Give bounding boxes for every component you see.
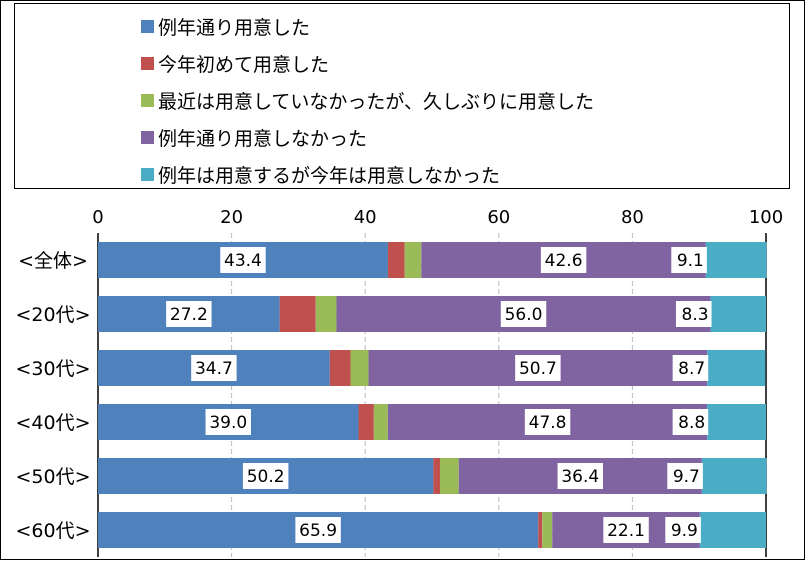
data-label-bg-4-3 <box>557 463 604 489</box>
data-label-bg-5-4 <box>665 517 701 543</box>
data-label-bg-1-4 <box>675 301 712 327</box>
data-label-bg-3-3 <box>524 409 571 435</box>
bar-2-2 <box>350 350 369 386</box>
bar-0-2 <box>404 242 422 278</box>
bar-3-1 <box>358 404 374 440</box>
bar-5-2 <box>542 512 553 548</box>
data-label-2-3: 50.7 <box>519 359 557 379</box>
category-label-1: <20代> <box>15 304 90 326</box>
legend-swatch-3 <box>141 130 154 144</box>
category-label-0: <全体> <box>18 250 88 272</box>
data-label-bg-3-0 <box>205 409 251 435</box>
category-labels: <全体> <20代> <30代> <40代> <50代> <60代> <box>15 250 90 542</box>
x-tick-label-3: 60 <box>487 207 510 228</box>
bar-1-2 <box>315 296 337 332</box>
bar-2-4 <box>707 350 766 386</box>
bars: 43.42.52.542.69.127.25.43.156.08.334.73.… <box>98 242 767 548</box>
bar-0-1 <box>387 242 405 278</box>
data-label-bg-0-4 <box>671 247 707 273</box>
x-tick-labels: 0 20 40 60 80 100 <box>92 207 783 228</box>
data-label-2-0: 34.7 <box>195 359 233 379</box>
legend-label-1: 今年初めて用意した <box>158 53 330 76</box>
data-label-bg-1-0 <box>166 301 212 327</box>
legend-item-3: 例年通り用意しなかった <box>141 122 367 152</box>
category-label-4: <50代> <box>15 466 90 488</box>
data-label-3-4: 8.8 <box>678 413 705 433</box>
data-label-3-3: 47.8 <box>529 413 567 433</box>
bar-4-4 <box>701 458 767 494</box>
data-label-bg-0-3 <box>540 247 587 273</box>
data-label-bg-2-0 <box>191 355 237 381</box>
x-tick-label-1: 20 <box>220 207 243 228</box>
category-label-2: <30代> <box>15 358 90 380</box>
x-tick-label-5: 100 <box>749 207 783 228</box>
legend-label-4: 例年は用意するが今年は用意しなかった <box>158 164 501 187</box>
data-label-4-3: 36.4 <box>561 467 599 487</box>
legend-label-3: 例年通り用意しなかった <box>158 127 368 150</box>
bar-0-4 <box>705 242 767 278</box>
data-label-bg-2-3 <box>515 355 561 381</box>
legend-item-2: 最近は用意していなかったが、久しぶりに用意した <box>141 85 594 115</box>
bar-4-1 <box>433 458 441 494</box>
data-label-5-3: 22.1 <box>607 521 645 541</box>
data-label-5-4: 9.9 <box>671 521 698 541</box>
x-tick-label-2: 40 <box>354 207 377 228</box>
legend-swatch-4 <box>141 167 154 181</box>
grid-layer <box>97 233 767 557</box>
bar-2-1 <box>329 350 351 386</box>
bar-3-4 <box>707 404 766 440</box>
bar-4-2 <box>440 458 459 494</box>
data-label-4-4: 9.7 <box>673 467 700 487</box>
bar-3-2 <box>373 404 388 440</box>
bar-5-4 <box>699 512 766 548</box>
legend-item-1: 今年初めて用意した <box>141 48 329 78</box>
data-label-bg-5-0 <box>295 517 341 543</box>
bar-1-1 <box>279 296 316 332</box>
data-label-2-4: 8.7 <box>678 359 705 379</box>
data-label-3-0: 39.0 <box>209 413 247 433</box>
data-label-bg-5-3 <box>603 517 649 543</box>
data-label-bg-2-4 <box>672 355 709 381</box>
chart-legend: 例年通り用意した 今年初めて用意した 最近は用意していなかったが、久しぶりに用意… <box>14 3 790 189</box>
data-label-bg-3-4 <box>672 409 709 435</box>
data-label-bg-1-3 <box>500 301 547 327</box>
x-tick-label-0: 0 <box>92 207 103 228</box>
category-label-3: <40代> <box>15 412 90 434</box>
legend-swatch-0 <box>141 19 154 33</box>
legend-item-4: 例年は用意するが今年は用意しなかった <box>141 159 500 189</box>
legend-label-2: 最近は用意していなかったが、久しぶりに用意した <box>158 90 595 113</box>
data-label-bg-4-0 <box>242 463 289 489</box>
legend-label-0: 例年通り用意した <box>158 16 311 39</box>
data-label-bg-4-4 <box>667 463 703 489</box>
data-label-1-0: 27.2 <box>170 305 208 325</box>
data-label-0-4: 9.1 <box>677 251 704 271</box>
data-label-5-0: 65.9 <box>299 521 337 541</box>
bar-1-4 <box>710 296 766 332</box>
data-label-4-0: 50.2 <box>247 467 285 487</box>
data-label-1-4: 8.3 <box>682 305 709 325</box>
data-label-bg-0-0 <box>220 247 266 273</box>
legend-swatch-1 <box>141 56 154 70</box>
legend-swatch-2 <box>141 93 154 107</box>
data-label-1-3: 56.0 <box>505 305 543 325</box>
bar-5-1 <box>538 512 543 548</box>
category-label-5: <60代> <box>15 520 90 542</box>
legend-item-0: 例年通り用意した <box>141 11 310 41</box>
data-label-0-3: 42.6 <box>545 251 583 271</box>
data-label-0-0: 43.4 <box>224 251 262 271</box>
x-tick-label-4: 80 <box>621 207 644 228</box>
